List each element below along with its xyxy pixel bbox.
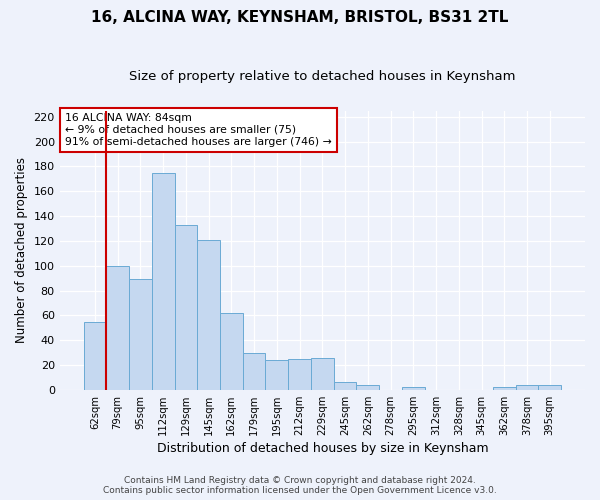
Bar — [311, 358, 334, 390]
Bar — [129, 280, 152, 390]
Bar — [106, 266, 129, 390]
Title: Size of property relative to detached houses in Keynsham: Size of property relative to detached ho… — [129, 70, 515, 83]
Bar — [243, 352, 265, 390]
Bar — [265, 360, 288, 390]
Bar — [152, 172, 175, 390]
Bar — [402, 388, 425, 390]
Bar — [515, 385, 538, 390]
Bar — [288, 359, 311, 390]
Bar — [334, 382, 356, 390]
Bar — [356, 385, 379, 390]
Bar — [538, 385, 561, 390]
Bar — [175, 224, 197, 390]
Bar — [493, 388, 515, 390]
Bar — [197, 240, 220, 390]
Text: 16, ALCINA WAY, KEYNSHAM, BRISTOL, BS31 2TL: 16, ALCINA WAY, KEYNSHAM, BRISTOL, BS31 … — [91, 10, 509, 25]
Text: Contains HM Land Registry data © Crown copyright and database right 2024.
Contai: Contains HM Land Registry data © Crown c… — [103, 476, 497, 495]
Bar — [83, 322, 106, 390]
Text: 16 ALCINA WAY: 84sqm
← 9% of detached houses are smaller (75)
91% of semi-detach: 16 ALCINA WAY: 84sqm ← 9% of detached ho… — [65, 114, 332, 146]
Bar — [220, 313, 243, 390]
X-axis label: Distribution of detached houses by size in Keynsham: Distribution of detached houses by size … — [157, 442, 488, 455]
Y-axis label: Number of detached properties: Number of detached properties — [15, 157, 28, 343]
